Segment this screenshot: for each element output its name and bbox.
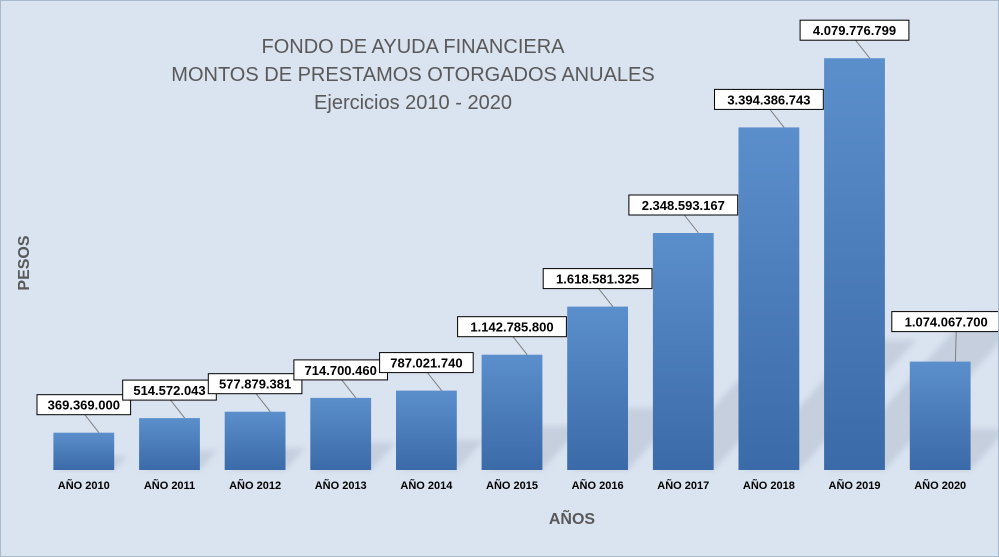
x-tick-label: AÑO 2015 [486,479,538,492]
data-label-leader [855,39,871,59]
data-label-box [628,194,739,216]
data-label-leader [427,372,442,391]
bar [824,58,885,470]
chart-title-line-2: MONTOS DE PRESTAMOS OTORGADOS ANUALES [171,64,654,86]
bar [738,127,800,471]
x-tick-labels: AÑO 2010 AÑO 2011 AÑO 2012 AÑO 2013 AÑO 2014… [58,479,966,492]
data-label-leader [84,414,100,434]
data-label: 3.394.386.743 [727,92,810,107]
bar [139,418,200,470]
data-label: 1.142.785.800 [470,320,553,335]
data-label-leader [170,399,186,419]
data-label-leader [683,214,699,234]
data-label-box [714,88,824,110]
chart-title-line-3: Ejercicios 2010 - 2020 [314,92,512,114]
x-tick-label: AÑO 2019 [829,479,881,492]
data-label-leader [769,109,785,128]
x-tick-label: AÑO 2014 [400,479,453,492]
data-label-box [207,373,303,395]
x-tick-label: AÑO 2020 [914,479,966,492]
data-label: 4.079.776.799 [813,23,896,38]
bar [567,306,628,470]
data-label-leader [512,336,528,356]
chart-title-line-1: FONDO DE AYUDA FINANCIERA [261,36,565,58]
data-label-leader [954,331,957,362]
data-label-box [36,394,132,416]
bar [396,390,457,470]
x-tick-label: AÑO 2018 [743,479,795,492]
data-label: 514.572.043 [133,383,205,398]
data-label: 1.618.581.325 [556,272,639,287]
data-label: 369.369.000 [48,398,120,413]
y-axis-label: PESOS [16,235,33,290]
data-label: 2.348.593.167 [642,198,725,213]
bar [481,354,543,470]
data-label: 1.074.067.700 [905,315,988,330]
bars [53,58,971,471]
x-tick-label: AÑO 2013 [315,479,367,492]
data-label-box [457,316,567,338]
x-tick-label: AÑO 2010 [58,479,110,492]
x-tick-label: AÑO 2016 [572,479,624,492]
chart-title: FONDO DE AYUDA FINANCIERA MONTOS DE PRES… [171,36,654,114]
data-labels: 369.369.000 514.572.043 577.879.381 714.700… [36,19,998,434]
data-label-box [891,311,998,333]
data-label-box [379,352,474,374]
bar [224,411,286,470]
bar [909,361,971,470]
bar [310,397,372,470]
data-label-leader [341,379,357,399]
x-tick-label: AÑO 2012 [229,479,281,492]
bar [652,233,714,470]
x-axis-label: AÑOS [549,508,596,528]
bar [53,432,115,470]
data-label-box [799,19,910,41]
data-label-leader [255,393,271,413]
data-label: 787.021.740 [390,356,462,371]
data-label-box [542,268,653,290]
x-tick-label: AÑO 2011 [144,479,195,492]
data-label-leader [598,288,614,307]
data-label: 577.879.381 [219,377,291,392]
data-label: 714.700.460 [305,363,377,378]
x-tick-label: AÑO 2017 [657,479,709,492]
